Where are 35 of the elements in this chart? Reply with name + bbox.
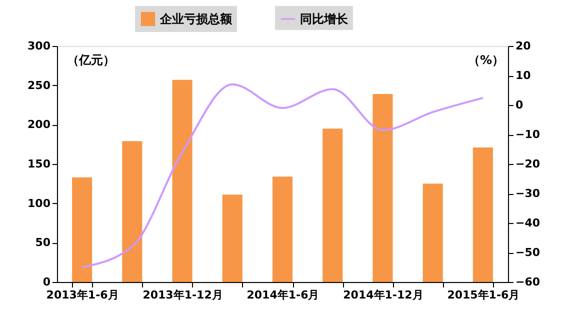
y-tick-label: 100 — [28, 196, 51, 210]
bar — [422, 184, 443, 282]
y2-tick-label: −20 — [516, 158, 540, 170]
bar — [272, 176, 293, 282]
y-tick-label: 200 — [28, 118, 51, 132]
y2-tick-label: 20 — [516, 40, 532, 52]
bar — [322, 128, 343, 282]
legend-label: 同比增长 — [300, 12, 349, 26]
y-tick-label: 300 — [28, 40, 51, 52]
x-tick-label: 2014年1-6月 — [246, 288, 320, 302]
bar — [122, 141, 142, 282]
bar — [222, 194, 242, 282]
y2-tick-label: −10 — [516, 128, 540, 141]
bar — [172, 80, 192, 282]
y2-axis-title: （%） — [468, 53, 504, 67]
bar — [372, 94, 393, 282]
y-tick-label: 50 — [35, 236, 51, 250]
line-series — [81, 83, 484, 268]
legend-label: 企业亏损总额 — [159, 12, 233, 26]
x-tick-label: 2013年1-6月 — [46, 288, 119, 302]
x-tick-label: 2015年1-6月 — [447, 288, 520, 302]
bar — [472, 147, 493, 282]
x-tick-label: 2014年1-12月 — [343, 288, 424, 302]
y-tick-label: 250 — [28, 78, 51, 92]
y-tick-label: 0 — [42, 276, 51, 288]
y2-tick-label: −30 — [516, 187, 540, 200]
bar — [72, 177, 92, 282]
y2-tick-label: −60 — [516, 276, 540, 288]
y2-tick-label: 0 — [516, 98, 524, 112]
y2-tick-label: −50 — [516, 246, 540, 259]
x-tick-label: 2013年1-12月 — [142, 288, 223, 302]
y-tick-label: 150 — [28, 158, 51, 170]
y2-tick-label: −40 — [516, 216, 540, 230]
y2-tick-label: 10 — [516, 69, 532, 82]
y-axis-title: （亿元） — [67, 53, 115, 67]
